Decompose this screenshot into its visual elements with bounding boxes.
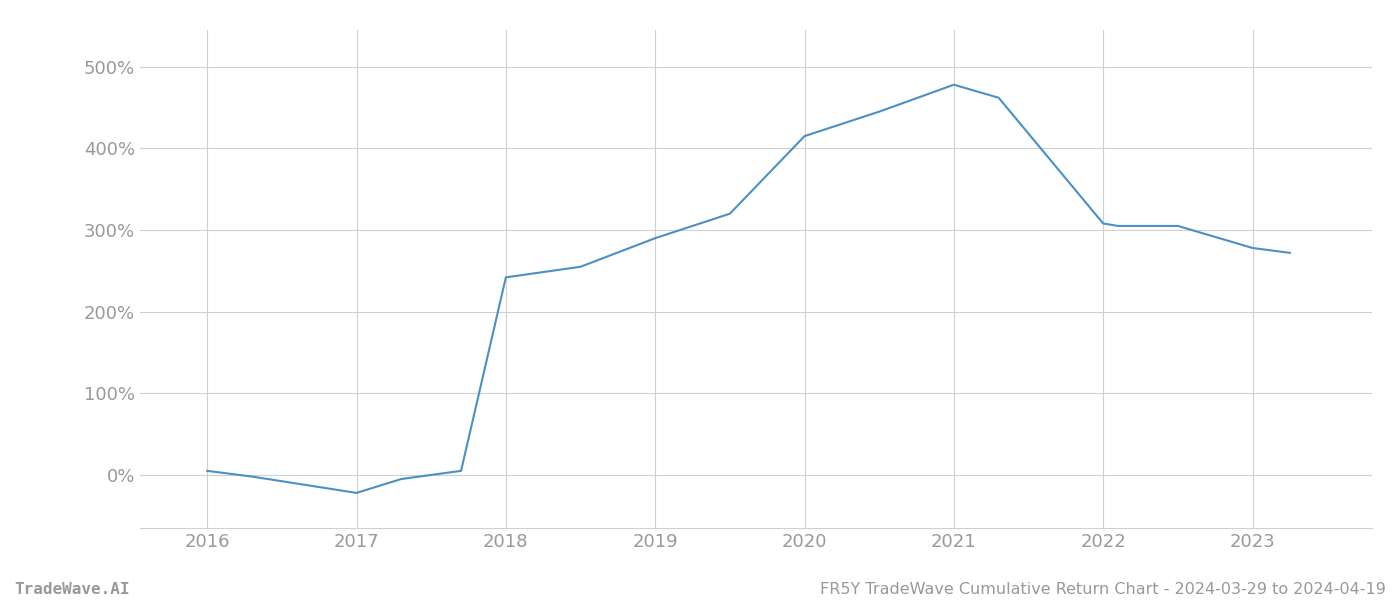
Text: TradeWave.AI: TradeWave.AI (14, 582, 129, 597)
Text: FR5Y TradeWave Cumulative Return Chart - 2024-03-29 to 2024-04-19: FR5Y TradeWave Cumulative Return Chart -… (820, 582, 1386, 597)
